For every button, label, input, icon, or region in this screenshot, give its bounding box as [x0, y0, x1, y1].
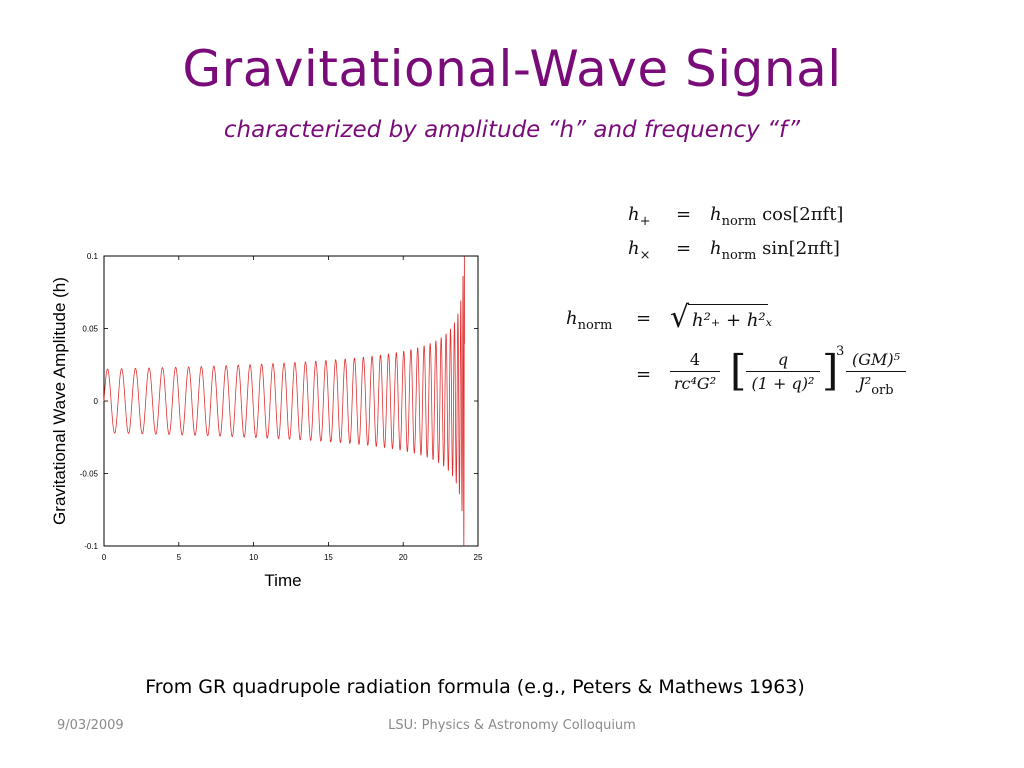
- sqrt-content: h²₊ + h²ₓ: [692, 310, 773, 331]
- frac2-num: (GM)⁵: [851, 350, 901, 369]
- frac1-bar: [670, 371, 720, 372]
- eq-sub: +: [639, 214, 651, 229]
- equation-h-norm: hnorm = √ h²₊ + h²ₓ: [566, 300, 886, 348]
- x-tick-label: 15: [324, 553, 333, 562]
- y-tick-label: -0.05: [80, 470, 99, 479]
- frac2-den: J²: [858, 374, 872, 393]
- eq-function: sin[2πft]: [762, 238, 840, 259]
- frac-q: q (1 + q)²: [746, 350, 820, 393]
- y-axis-label: Gravitational Wave Amplitude (h): [50, 277, 69, 525]
- equation-h-plus: h+ = hnorm cos[2πft]: [628, 204, 868, 229]
- right-bracket: ]: [822, 346, 839, 395]
- frac-q-bar: [746, 371, 820, 372]
- waveform-line: [103, 256, 465, 546]
- eq-sub: norm: [577, 318, 613, 333]
- slide-title: Gravitational-Wave Signal: [182, 40, 842, 98]
- plot-frame: [103, 255, 479, 547]
- eq-function: cos[2πft]: [762, 204, 844, 225]
- y-tick-label: 0.1: [87, 252, 99, 261]
- x-tick-label: 0: [102, 553, 107, 562]
- y-tick-label: -0.1: [84, 542, 98, 551]
- x-axis-ticks: 0 5 10 15 20 25: [102, 256, 483, 562]
- y-tick-label: 0: [94, 397, 99, 406]
- equation-h-cross: h× = hnorm sin[2πft]: [628, 238, 868, 263]
- y-axis-ticks: 0.1 0.05 0 -0.05 -0.1: [80, 252, 478, 551]
- slide-subtitle: characterized by amplitude “h” and frequ…: [223, 117, 801, 143]
- frac-q-num: q: [777, 350, 789, 369]
- eq-equals: =: [636, 364, 652, 385]
- frac2-bar: [846, 371, 906, 372]
- footer-event: LSU: Physics & Astronomy Colloquium: [388, 718, 636, 733]
- frac2-den-sub: orb: [871, 383, 894, 398]
- eq-var: h: [628, 238, 640, 259]
- frac1: 4 rc⁴G²: [670, 350, 720, 393]
- eq-equals: =: [636, 308, 652, 329]
- eq-var: h: [628, 204, 640, 225]
- eq-var: h: [566, 308, 578, 329]
- eq-sub: ×: [639, 248, 651, 263]
- frac-q-den: (1 + q)²: [751, 374, 815, 393]
- y-tick-label: 0.05: [82, 325, 98, 334]
- sqrt-overline: [688, 304, 768, 305]
- eq-sub: norm: [721, 248, 757, 263]
- left-bracket: [: [730, 346, 747, 395]
- x-tick-label: 10: [249, 553, 258, 562]
- x-tick-label: 20: [399, 553, 408, 562]
- footer-date: 9/03/2009: [57, 718, 124, 733]
- frac1-num: 4: [689, 350, 701, 369]
- eq-equals: =: [676, 238, 692, 259]
- eq-var: h: [710, 204, 722, 225]
- x-axis-label: Time: [264, 571, 301, 590]
- eq-equals: =: [676, 204, 692, 225]
- frac2: (GM)⁵ J²orb: [846, 350, 906, 398]
- frac1-den: rc⁴G²: [673, 374, 717, 393]
- waveform-chart: 0.1 0.05 0 -0.05 -0.1 0 5 10 15 20 25 Gravitation…: [50, 252, 483, 590]
- eq-sub: norm: [721, 214, 757, 229]
- bracket-exponent: 3: [836, 344, 845, 359]
- x-tick-label: 5: [177, 553, 182, 562]
- eq-var: h: [710, 238, 722, 259]
- sqrt-symbol: √: [670, 300, 690, 335]
- x-tick-label: 25: [474, 553, 483, 562]
- source-note: From GR quadrupole radiation formula (e.…: [145, 676, 805, 698]
- equation-h-norm-expanded: = 4 rc⁴G² [ q (1 + q)² ] 3 (GM)⁵ J²orb: [566, 344, 926, 410]
